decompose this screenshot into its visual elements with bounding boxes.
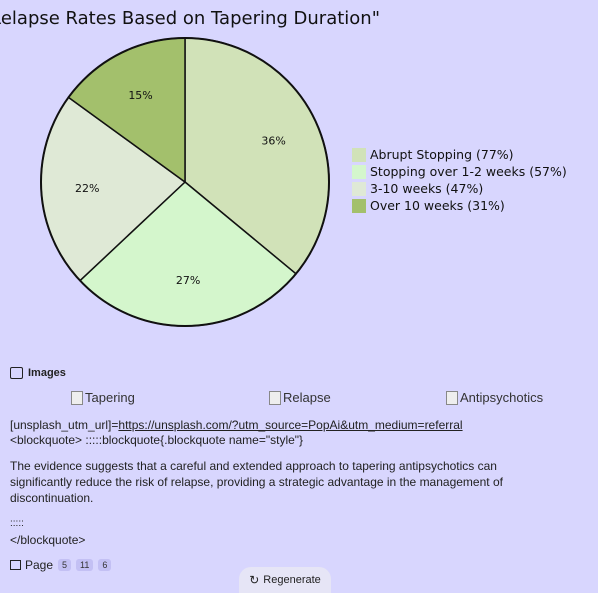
legend-swatch (352, 198, 366, 213)
slice-label: 27% (176, 274, 200, 287)
regenerate-label: Regenerate (263, 574, 321, 586)
legend-label: Over 10 weeks (31%) (370, 198, 505, 213)
image-tapering[interactable]: Tapering (71, 390, 135, 405)
blockquote-close: </blockquote> (10, 533, 86, 547)
legend-label: Stopping over 1-2 weeks (57%) (370, 164, 567, 179)
legend-label: Abrupt Stopping (77%) (370, 147, 514, 162)
chart-legend: Abrupt Stopping (77%) Stopping over 1-2 w… (352, 146, 567, 214)
regenerate-button[interactable]: ↻ Regenerate (239, 567, 331, 593)
slice-label: 36% (261, 134, 285, 147)
slice-label: 15% (128, 89, 152, 102)
legend-swatch (352, 147, 366, 162)
evidence-paragraph: The evidence suggests that a careful and… (10, 459, 503, 505)
page-badge[interactable]: 11 (76, 559, 94, 571)
chart-title: Relapse Rates Based on Tapering Duration… (0, 8, 380, 29)
legend-swatch (352, 181, 366, 196)
colons-line: ::::: (10, 518, 24, 529)
images-heading-label: Images (28, 367, 66, 379)
blockquote-open: <blockquote> :::::blockquote{.blockquote… (10, 433, 304, 447)
broken-image-icon (71, 390, 83, 405)
pie-chart: Relapse Rates Based on Tapering Duration… (0, 8, 567, 327)
legend-item: Abrupt Stopping (77%) (352, 146, 567, 163)
image-relapse[interactable]: Relapse (269, 390, 331, 405)
legend-item: Over 10 weeks (31%) (352, 197, 567, 214)
unsplash-link[interactable]: https://unsplash.com/?utm_source=PopAi&u… (118, 418, 463, 432)
images-heading: Images (10, 367, 66, 379)
page-badge[interactable]: 5 (58, 559, 72, 571)
legend-item: Stopping over 1-2 weeks (57%) (352, 163, 567, 180)
image-antipsychotics[interactable]: Antipsychotics (446, 390, 543, 405)
book-icon (10, 560, 21, 570)
legend-swatch (352, 164, 366, 179)
broken-image-icon (446, 390, 458, 405)
legend-label: 3-10 weeks (47%) (370, 181, 484, 196)
unsplash-line: [unsplash_utm_url]=https://unsplash.com/… (10, 418, 463, 432)
image-icon (10, 367, 23, 379)
refresh-icon: ↻ (249, 573, 260, 587)
page-badge[interactable]: 6 (98, 559, 112, 571)
broken-image-icon (269, 390, 281, 405)
pie-outline (40, 37, 330, 327)
pager-label: Page (25, 558, 54, 572)
pager: Page 5 11 6 (10, 558, 112, 572)
pie-svg: 36% 27% 22% 15% (40, 37, 330, 327)
slice-label: 22% (75, 182, 99, 195)
legend-item: 3-10 weeks (47%) (352, 180, 567, 197)
